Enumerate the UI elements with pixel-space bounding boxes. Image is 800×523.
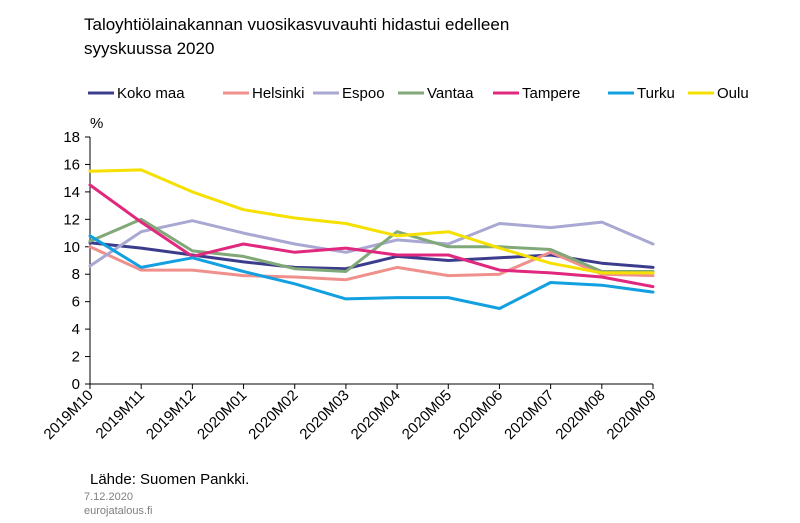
y-tick-label: 14 xyxy=(63,184,80,201)
series-line-tampere xyxy=(88,183,655,289)
legend-item-tampere: Tampere xyxy=(493,85,580,102)
chart-title-line-1: Taloyhtiölainakannan vuosikasvuvauhti hi… xyxy=(84,15,509,34)
legend-item-oulu: Oulu xyxy=(688,85,749,102)
y-tick-label: 18 xyxy=(63,129,80,146)
x-tick-label: 2020M08 xyxy=(552,387,608,443)
y-tick-label: 0 xyxy=(72,376,80,393)
x-tick-label: 2020M02 xyxy=(245,387,301,443)
x-axis-ticks: 2019M102019M112019M122020M012020M022020M… xyxy=(41,384,660,443)
x-tick-label: 2019M10 xyxy=(41,387,97,443)
date-note: 7.12.2020 xyxy=(84,491,133,503)
footer: Lähde: Suomen Pankki. 7.12.2020 eurojata… xyxy=(84,471,249,517)
legend-item-espoo: Espoo xyxy=(313,85,385,102)
legend-item-vantaa: Vantaa xyxy=(398,85,474,102)
x-tick-label: 2020M07 xyxy=(501,387,557,443)
series-line-espoo xyxy=(88,219,655,268)
chart-title: Taloyhtiölainakannan vuosikasvuvauhti hi… xyxy=(84,15,509,58)
y-axis-ticks: 0 2 4 6 8 10 12 14 16 18 xyxy=(63,129,90,393)
series-line-turku xyxy=(88,234,655,310)
legend-label: Koko maa xyxy=(117,85,185,102)
x-tick-label: 2020M01 xyxy=(194,387,250,443)
legend-label: Tampere xyxy=(522,85,580,102)
axes xyxy=(89,137,653,385)
chart-title-line-2: syyskuussa 2020 xyxy=(84,39,214,58)
legend-label: Oulu xyxy=(717,85,749,102)
legend-item-koko-maa: Koko maa xyxy=(88,85,185,102)
x-tick-label: 2019M12 xyxy=(143,387,199,443)
series-line-helsinki xyxy=(88,245,655,282)
y-tick-label: 8 xyxy=(72,266,80,283)
y-tick-label: 10 xyxy=(63,239,80,256)
y-tick-label: 6 xyxy=(72,294,80,311)
legend-label: Vantaa xyxy=(427,85,474,102)
y-tick-label: 4 xyxy=(72,321,80,338)
legend-item-helsinki: Helsinki xyxy=(223,85,305,102)
series-lines xyxy=(88,168,655,310)
x-tick-label: 2020M03 xyxy=(296,387,352,443)
x-tick-label: 2020M05 xyxy=(399,387,455,443)
legend-item-turku: Turku xyxy=(608,85,675,102)
legend-label: Espoo xyxy=(342,85,385,102)
site-note: eurojatalous.fi xyxy=(84,505,153,517)
source-note: Lähde: Suomen Pankki. xyxy=(90,471,249,488)
series-line-oulu xyxy=(88,168,655,275)
y-axis-unit-label: % xyxy=(90,115,103,132)
x-tick-label: 2019M11 xyxy=(93,387,148,442)
y-tick-label: 2 xyxy=(72,349,80,366)
x-tick-label: 2020M04 xyxy=(348,387,404,443)
legend: Koko maa Helsinki Espoo Vantaa Tampere Turku O… xyxy=(88,85,749,102)
legend-label: Turku xyxy=(637,85,675,102)
x-tick-label: 2020M06 xyxy=(450,387,506,443)
legend-label: Helsinki xyxy=(252,85,305,102)
y-tick-label: 16 xyxy=(63,156,80,173)
x-tick-label: 2020M09 xyxy=(604,387,660,443)
y-tick-label: 12 xyxy=(63,211,80,228)
